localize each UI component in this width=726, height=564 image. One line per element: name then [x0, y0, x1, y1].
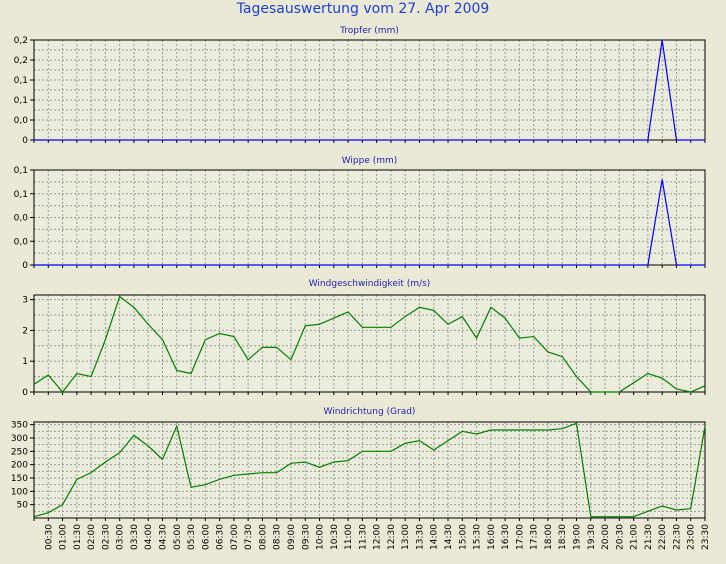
x-tick-label: 13:00	[401, 524, 411, 550]
panel-title: Wippe (mm)	[342, 156, 398, 166]
x-tick-label: 07:30	[244, 524, 254, 550]
x-tick-label: 10:30	[330, 524, 340, 550]
y-tick-label: 100	[11, 487, 28, 497]
y-tick-label: 0,0	[14, 237, 29, 247]
x-tick-label: 00:30	[44, 524, 54, 550]
x-tick-label: 10:00	[316, 524, 326, 550]
x-tick-label: 04:30	[158, 524, 168, 550]
y-tick-label: 2	[22, 326, 28, 336]
x-tick-label: 09:00	[287, 524, 297, 550]
y-tick-label: 3	[22, 296, 28, 306]
x-tick-label: 17:30	[530, 524, 540, 550]
x-tick-label: 06:30	[216, 524, 226, 550]
x-tick-label: 03:00	[116, 524, 126, 550]
x-tick-label: 02:00	[87, 524, 97, 550]
y-tick-label: 300	[11, 434, 28, 444]
y-tick-label: 50	[17, 501, 29, 511]
x-tick-label: 11:00	[344, 524, 354, 550]
plot-area	[34, 295, 705, 392]
x-tick-label: 18:00	[544, 524, 554, 550]
x-tick-label: 13:30	[415, 524, 425, 550]
y-tick-label: 350	[11, 421, 28, 431]
x-tick-label: 15:00	[458, 524, 468, 550]
x-tick-label: 11:30	[358, 524, 368, 550]
y-tick-label: 0,1	[14, 166, 28, 176]
x-tick-label: 14:30	[444, 524, 454, 550]
series-line	[34, 39, 705, 141]
x-tick-label: 12:30	[387, 524, 397, 550]
x-tick-label: 06:00	[201, 524, 211, 550]
x-tick-label: 19:00	[573, 524, 583, 550]
y-tick-label: 0,1	[14, 96, 28, 106]
x-tick-label: 01:00	[59, 524, 69, 550]
y-tick-label: 200	[11, 461, 28, 471]
y-tick-label: 0,0	[14, 214, 29, 224]
x-tick-label: 18:30	[558, 524, 568, 550]
x-tick-label: 21:30	[644, 524, 654, 550]
y-tick-label: 150	[11, 474, 28, 484]
y-tick-label: 250	[11, 447, 28, 457]
x-tick-label: 09:30	[301, 524, 311, 550]
y-tick-label: 0,2	[14, 56, 28, 66]
y-tick-label: 0	[22, 136, 28, 146]
panel-title: Windrichtung (Grad)	[324, 407, 416, 417]
x-tick-label: 01:30	[73, 524, 83, 550]
x-tick-label: 23:00	[687, 524, 697, 550]
y-tick-label: 0	[22, 388, 28, 398]
x-tick-label: 22:30	[672, 524, 682, 550]
x-tick-label: 17:00	[515, 524, 525, 550]
panel-title: Windgeschwindigkeit (m/s)	[309, 279, 431, 289]
x-tick-label: 23:30	[701, 524, 711, 550]
plot-area	[34, 422, 705, 518]
x-tick-label: 21:00	[630, 524, 640, 550]
x-tick-label: 16:00	[487, 524, 497, 550]
plot-frame	[33, 421, 706, 519]
x-tick-label: 22:00	[658, 524, 668, 550]
x-tick-label: 07:00	[230, 524, 240, 550]
y-tick-label: 0	[22, 261, 28, 271]
y-tick-label: 0,1	[14, 190, 28, 200]
x-tick-label: 08:00	[258, 524, 268, 550]
x-tick-label: 02:30	[101, 524, 111, 550]
series-line	[34, 179, 705, 266]
x-tick-label: 14:00	[430, 524, 440, 550]
x-tick-label: 19:30	[587, 524, 597, 550]
x-tick-label: 08:30	[273, 524, 283, 550]
x-tick-label: 05:30	[187, 524, 197, 550]
chart-main-title: Tagesauswertung vom 27. Apr 2009	[236, 1, 490, 17]
y-tick-label: 1	[22, 357, 28, 367]
x-tick-label: 05:00	[173, 524, 183, 550]
x-tick-label: 04:00	[144, 524, 154, 550]
x-tick-label: 16:30	[501, 524, 511, 550]
plot-frame	[33, 294, 706, 393]
x-tick-label: 12:00	[373, 524, 383, 550]
series-line	[33, 295, 706, 393]
y-tick-label: 0,2	[14, 36, 28, 46]
y-tick-label: 0,1	[14, 76, 28, 86]
panel-title: Tropfer (mm)	[339, 26, 399, 36]
plot-area	[34, 40, 705, 140]
plot-area	[34, 170, 705, 265]
x-tick-label: 20:00	[601, 524, 611, 550]
y-tick-label: 0,0	[14, 116, 29, 126]
x-tick-label: 03:30	[130, 524, 140, 550]
x-tick-label: 20:30	[615, 524, 625, 550]
series-line	[33, 422, 706, 518]
x-tick-label: 15:30	[473, 524, 483, 550]
